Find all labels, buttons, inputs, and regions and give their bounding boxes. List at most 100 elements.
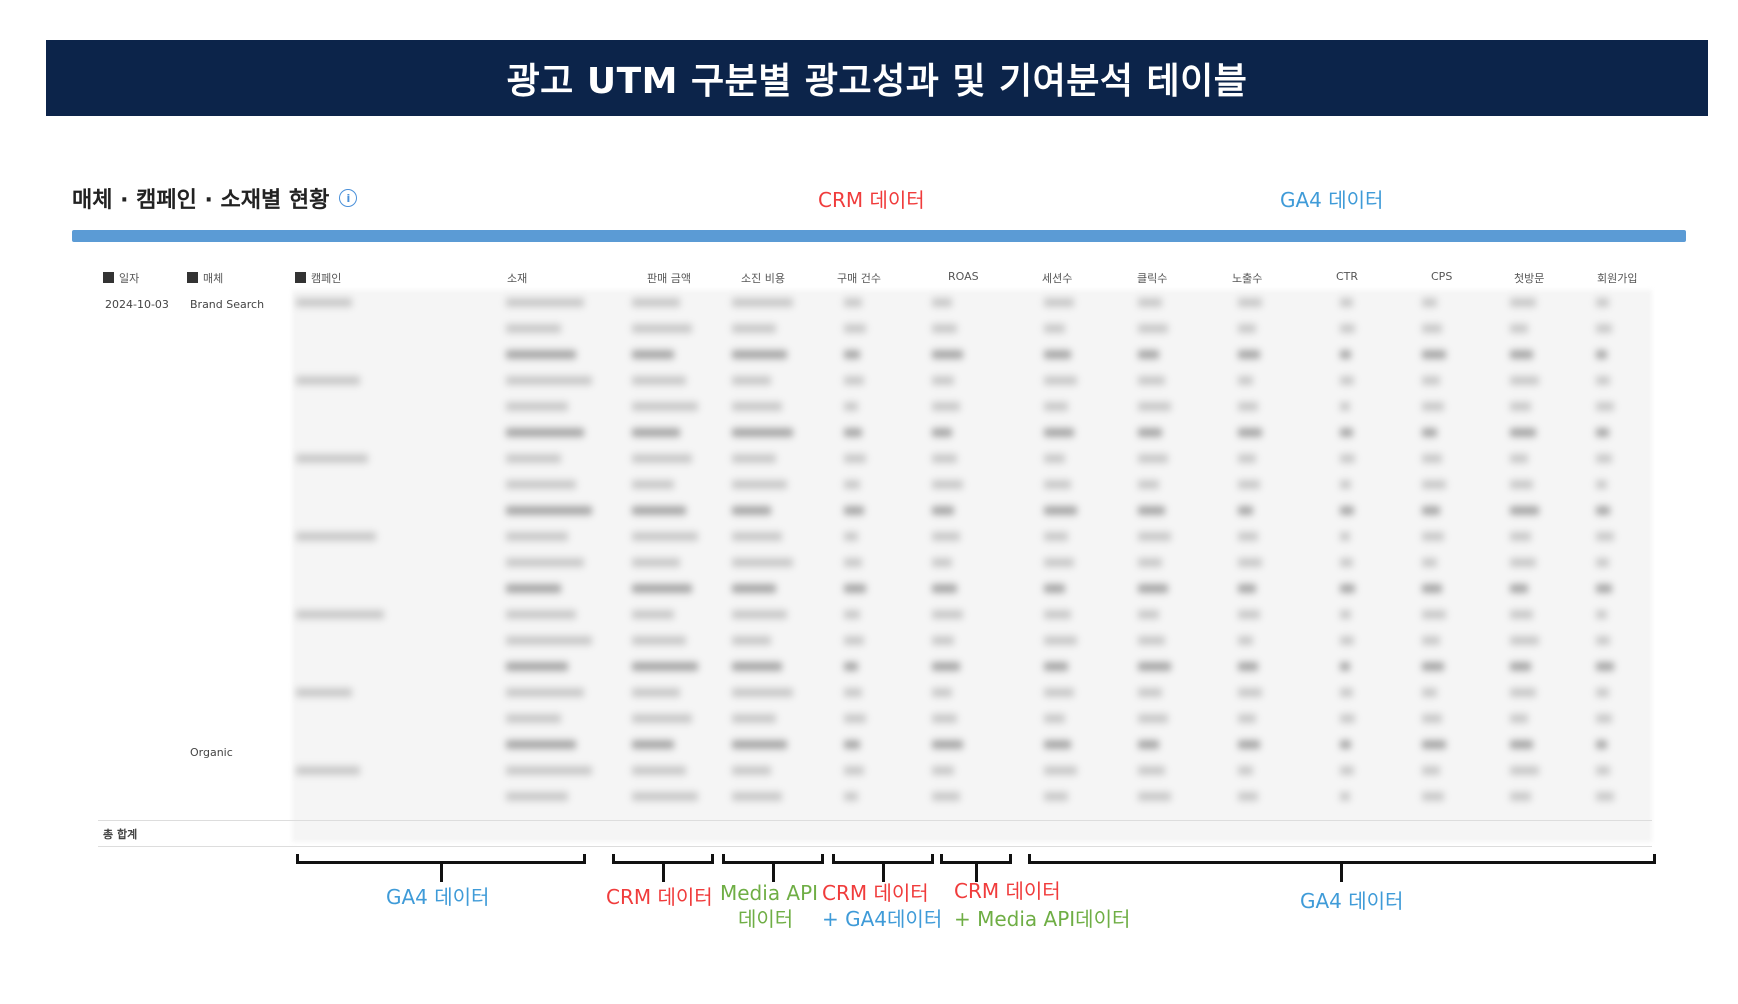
blurred-value [296, 688, 352, 697]
blurred-value [732, 662, 782, 671]
blurred-value [1510, 688, 1536, 697]
header-sales: 판매 금액 [647, 272, 691, 285]
blurred-value [1510, 636, 1539, 645]
blurred-row [292, 584, 1652, 594]
blurred-value [1044, 350, 1071, 359]
label-crm-media-2: + Media API데이터 [954, 907, 1131, 931]
label-ga4-left: GA4 데이터 [386, 885, 490, 909]
blurred-value [632, 480, 674, 489]
blurred-value [1238, 766, 1254, 775]
info-icon[interactable]: i [339, 189, 358, 207]
blurred-row [292, 766, 1652, 776]
blurred-value [296, 376, 360, 385]
blurred-value [632, 610, 674, 619]
blurred-value [506, 350, 577, 359]
blurred-value [1044, 402, 1068, 411]
header-purchases: 구매 건수 [837, 272, 881, 285]
header-roas: ROAS [948, 270, 979, 283]
blurred-value [1044, 324, 1065, 333]
blurred-value [1044, 480, 1071, 489]
blurred-value [1422, 766, 1440, 775]
blurred-row [292, 454, 1652, 464]
blurred-value [1422, 662, 1444, 671]
blurred-value [1596, 662, 1614, 671]
blurred-value [1596, 740, 1608, 749]
blurred-value [632, 350, 674, 359]
blurred-value [1596, 454, 1612, 463]
header-media[interactable]: 매체 [187, 270, 223, 286]
blurred-value [1422, 376, 1440, 385]
blurred-value [844, 662, 858, 671]
blurred-value [506, 792, 569, 801]
blurred-value [1340, 792, 1350, 801]
blurred-value [1422, 350, 1447, 359]
blurred-value [844, 766, 864, 775]
blurred-value [1238, 584, 1256, 593]
blurred-value [1138, 740, 1159, 749]
blurred-value [1238, 714, 1256, 723]
blurred-value [932, 558, 952, 567]
blurred-value [932, 376, 955, 385]
blurred-row [292, 376, 1652, 386]
blurred-value [844, 610, 860, 619]
blurred-value [844, 298, 862, 307]
blurred-value [1238, 298, 1263, 307]
blurred-value [1422, 636, 1440, 645]
blurred-value [1422, 480, 1447, 489]
blurred-value [932, 532, 960, 541]
blurred-value [1510, 480, 1534, 489]
blurred-value [1238, 454, 1256, 463]
blurred-row [292, 558, 1652, 568]
header-sessions: 세션수 [1042, 272, 1073, 285]
blurred-value [1340, 584, 1356, 593]
blurred-value [1510, 740, 1534, 749]
blurred-value [932, 610, 963, 619]
blurred-value [506, 376, 592, 385]
blurred-value [1044, 298, 1074, 307]
blurred-row [292, 428, 1652, 438]
bracket-media-cost [722, 854, 824, 864]
blurred-value [1238, 636, 1254, 645]
blurred-value [506, 662, 569, 671]
blurred-value [1596, 324, 1612, 333]
cell-media-organic: Organic [190, 746, 233, 759]
blurred-value [1422, 610, 1447, 619]
blurred-value [632, 402, 698, 411]
blurred-value [732, 740, 787, 749]
blurred-value [1138, 454, 1168, 463]
label-crm-ga4-2: + GA4데이터 [822, 907, 943, 931]
blurred-value [1238, 402, 1258, 411]
blurred-value [1596, 480, 1608, 489]
blurred-value [632, 688, 680, 697]
blurred-value [1138, 714, 1168, 723]
blurred-value [632, 636, 686, 645]
blurred-value [1044, 636, 1077, 645]
blurred-table-body [292, 290, 1652, 842]
blurred-value [632, 532, 698, 541]
blurred-value [296, 766, 360, 775]
blurred-value [732, 636, 771, 645]
blurred-value [1510, 662, 1531, 671]
blurred-row [292, 532, 1652, 542]
blurred-value [1044, 662, 1068, 671]
bracket-stem [662, 864, 665, 882]
blurred-value [1510, 792, 1531, 801]
header-campaign[interactable]: 캠페인 [295, 270, 341, 286]
label-crm-media-1: CRM 데이터 [954, 879, 1061, 903]
header-date[interactable]: 일자 [103, 270, 139, 286]
blurred-value [1340, 428, 1353, 437]
header-cost: 소진 비용 [741, 272, 785, 285]
section-divider-bar [72, 230, 1686, 242]
blurred-value [632, 740, 674, 749]
table-bottom-border [98, 846, 1652, 847]
blurred-value [732, 324, 776, 333]
blurred-value [732, 298, 793, 307]
blurred-row [292, 350, 1652, 360]
blurred-value [932, 688, 952, 697]
blurred-value [1340, 298, 1353, 307]
blurred-value [1238, 428, 1263, 437]
blurred-value [844, 740, 860, 749]
cell-media-brand-search: Brand Search [190, 298, 265, 311]
blurred-value [296, 454, 368, 463]
banner-title: 광고 UTM 구분별 광고성과 및 기여분석 테이블 [506, 61, 1248, 102]
